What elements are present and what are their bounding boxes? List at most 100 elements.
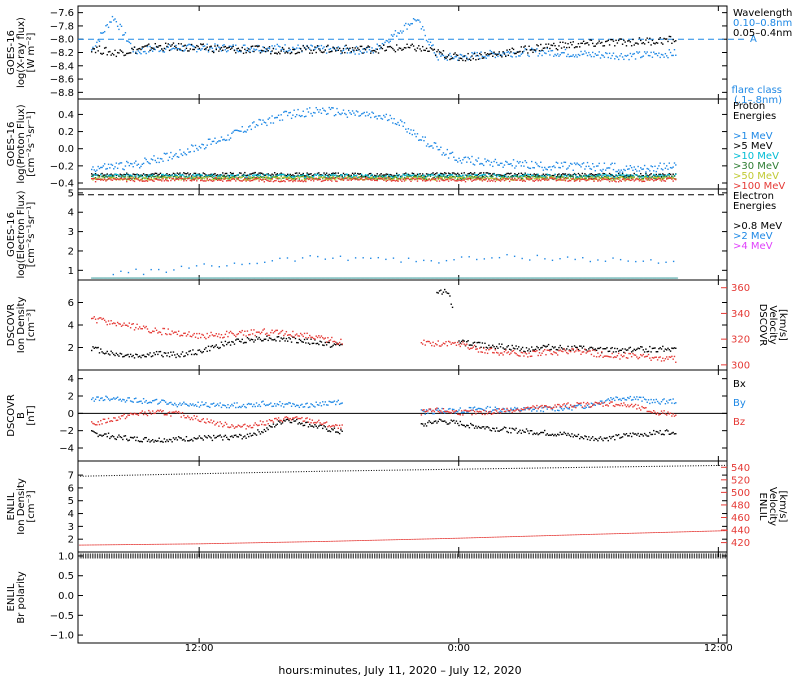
data-point [529,259,531,261]
data-point [181,154,184,157]
data-point [306,338,308,340]
data-point [193,175,195,178]
data-point [328,48,330,51]
data-point [399,176,402,178]
data-point [101,53,103,55]
data-point [128,356,131,358]
data-point [668,348,670,351]
data-point [403,180,406,182]
data-point [671,177,673,179]
data-point [310,44,312,46]
data-point [556,49,559,51]
data-point [380,173,382,175]
data-point [584,179,586,181]
data-point [103,176,106,178]
data-point [454,52,456,54]
data-point [599,346,602,349]
data-point [655,178,658,180]
data-point [390,175,393,178]
data-point [162,178,164,180]
data-point [597,174,599,176]
data-point [119,49,121,51]
data-point [184,172,186,175]
data-point [592,174,594,176]
data-point [277,45,280,47]
data-point [662,178,664,180]
data-point [346,177,349,179]
data-point [166,174,168,177]
data-point [518,51,520,53]
data-point [350,179,352,181]
data-point [142,162,145,165]
data-point [516,348,519,350]
data-point [579,174,581,176]
data-point [460,57,463,60]
data-point [392,178,394,181]
data-point [174,174,176,176]
data-point [197,149,199,151]
data-point [327,177,329,180]
data-point [545,354,547,356]
data-point [259,119,262,121]
data-point [460,177,463,179]
data-point [469,56,472,58]
data-point [402,125,404,128]
data-point [425,173,428,175]
data-point [566,256,569,258]
data-point [257,173,259,176]
data-point [168,355,171,358]
data-point [477,176,480,178]
data-point [298,338,301,341]
data-point [473,341,476,344]
data-point [323,179,325,182]
data-point [367,175,369,177]
data-point [193,172,195,175]
data-point [532,174,534,177]
data-point [515,56,517,58]
data-point [658,173,660,176]
data-point [523,350,525,353]
data-point [480,178,482,180]
data-point [201,333,203,336]
data-point [614,162,616,165]
data-point [183,172,185,174]
data-point [625,55,628,57]
data-point [489,172,491,175]
data-point [289,175,291,177]
data-point [479,57,481,60]
data-point [298,175,301,177]
data-point [651,165,654,168]
data-point [582,351,585,353]
data-point [423,139,425,142]
data-point [98,175,101,177]
data-point [408,132,411,135]
data-point [573,179,576,181]
data-point [347,109,350,112]
data-point [255,178,258,181]
data-point [442,152,445,154]
data-point [320,44,323,47]
data-point [424,344,426,346]
data-point [359,175,362,178]
data-point [436,180,438,182]
data-point [428,340,430,343]
y-axis-label: log(Proton Flux) [16,104,27,183]
data-point [394,30,397,32]
data-point [337,175,339,177]
data-point [607,179,609,181]
data-point [482,177,485,179]
data-point [338,113,341,115]
data-point [386,119,389,122]
data-point [457,341,459,344]
data-point [599,173,602,176]
data-point [450,343,452,345]
data-point [396,178,398,180]
data-point [488,54,490,57]
data-point [341,52,343,54]
data-point [633,348,635,351]
data-point [604,176,607,179]
data-point [621,171,624,173]
data-point [528,176,530,178]
data-point [558,173,560,175]
data-point [451,342,454,344]
